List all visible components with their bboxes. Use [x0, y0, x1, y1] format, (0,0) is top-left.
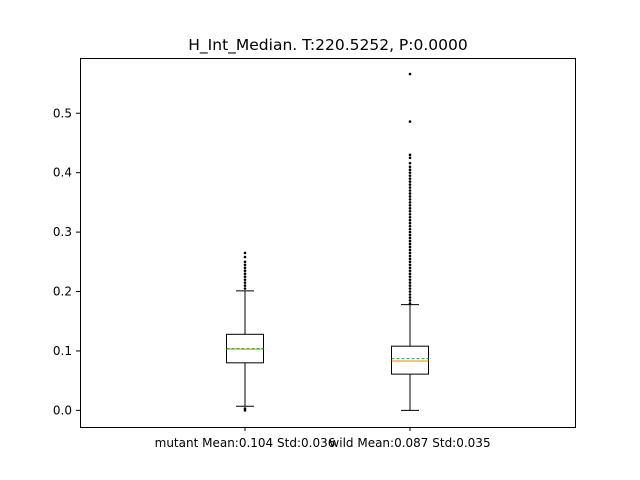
outlier-point — [408, 180, 412, 183]
box-group-1 — [391, 72, 429, 411]
outlier-point — [408, 230, 412, 234]
outlier-point — [408, 215, 412, 219]
outlier-point — [243, 287, 247, 290]
outlier-point — [408, 195, 412, 198]
outlier-point — [408, 218, 412, 222]
outlier-point — [408, 251, 412, 255]
outlier-point — [408, 198, 412, 201]
outlier-point — [408, 299, 412, 302]
y-tick-label: 0.4 — [53, 166, 72, 180]
x-tick-label: wild Mean:0.087 Std:0.035 — [329, 436, 490, 450]
outlier-point — [408, 233, 412, 237]
y-tick-label: 0.0 — [53, 403, 72, 417]
outlier-point — [243, 266, 247, 270]
outlier-point — [243, 263, 247, 267]
axes-frame — [80, 58, 576, 428]
plot-area — [226, 72, 429, 412]
outlier-point — [408, 168, 412, 172]
outlier-point — [408, 263, 412, 267]
outlier-point — [408, 284, 412, 287]
y-tick-label: 0.1 — [53, 344, 72, 358]
outlier-point — [408, 201, 412, 204]
outlier-point — [408, 207, 412, 210]
outlier-point — [243, 275, 247, 278]
outlier-point — [408, 227, 412, 231]
outlier-point — [408, 281, 412, 284]
outlier-point — [408, 242, 412, 246]
outlier-point — [408, 302, 412, 305]
chart-title: H_Int_Median. T:220.5252, P:0.0000 — [188, 36, 467, 55]
outlier-point — [408, 210, 412, 213]
y-axis: 0.0 0.1 0.2 0.3 0.4 0.5 — [53, 106, 80, 417]
outlier-point — [243, 278, 247, 281]
outlier-point — [408, 72, 412, 76]
outlier-point — [408, 165, 412, 169]
outlier-point — [243, 281, 247, 284]
outlier-point — [408, 189, 412, 192]
outlier-point — [408, 120, 412, 123]
outlier-point — [408, 293, 412, 296]
outlier-point — [408, 248, 412, 252]
outlier-point — [408, 153, 412, 157]
outlier-point — [408, 192, 412, 195]
outlier-point — [408, 260, 412, 264]
outlier-point — [408, 236, 412, 240]
outlier-point — [408, 186, 412, 189]
outlier-point — [408, 177, 412, 180]
outlier-point — [408, 269, 412, 273]
box-group-0 — [226, 251, 264, 412]
outlier-point — [408, 204, 412, 207]
outlier-point — [408, 161, 412, 165]
x-tick-label: mutant Mean:0.104 Std:0.036 — [155, 436, 336, 450]
outlier-point — [408, 245, 412, 249]
outlier-point — [408, 183, 412, 186]
outlier-point — [243, 251, 247, 255]
iqr-box — [391, 345, 429, 375]
outlier-point — [243, 284, 247, 287]
outlier-point — [408, 278, 412, 281]
outlier-point — [408, 287, 412, 290]
outlier-point — [408, 174, 412, 177]
y-tick-label: 0.2 — [53, 285, 72, 299]
outlier-point — [243, 272, 247, 275]
outlier-point — [408, 212, 412, 216]
outlier-point — [243, 407, 247, 410]
outlier-point — [408, 275, 412, 278]
outlier-point — [243, 409, 247, 412]
outlier-point — [243, 260, 247, 264]
outlier-point — [408, 239, 412, 243]
outlier-point — [408, 171, 412, 174]
y-tick-label: 0.5 — [53, 106, 72, 120]
outlier-point — [243, 269, 247, 273]
outlier-point — [408, 224, 412, 228]
y-tick-label: 0.3 — [53, 225, 72, 239]
outlier-point — [408, 221, 412, 225]
outlier-point — [408, 257, 412, 261]
outlier-point — [408, 266, 412, 270]
outlier-point — [408, 296, 412, 299]
outlier-point — [408, 156, 412, 160]
outlier-point — [408, 254, 412, 258]
outlier-point — [408, 272, 412, 275]
outlier-point — [243, 255, 247, 259]
outlier-point — [408, 290, 412, 293]
